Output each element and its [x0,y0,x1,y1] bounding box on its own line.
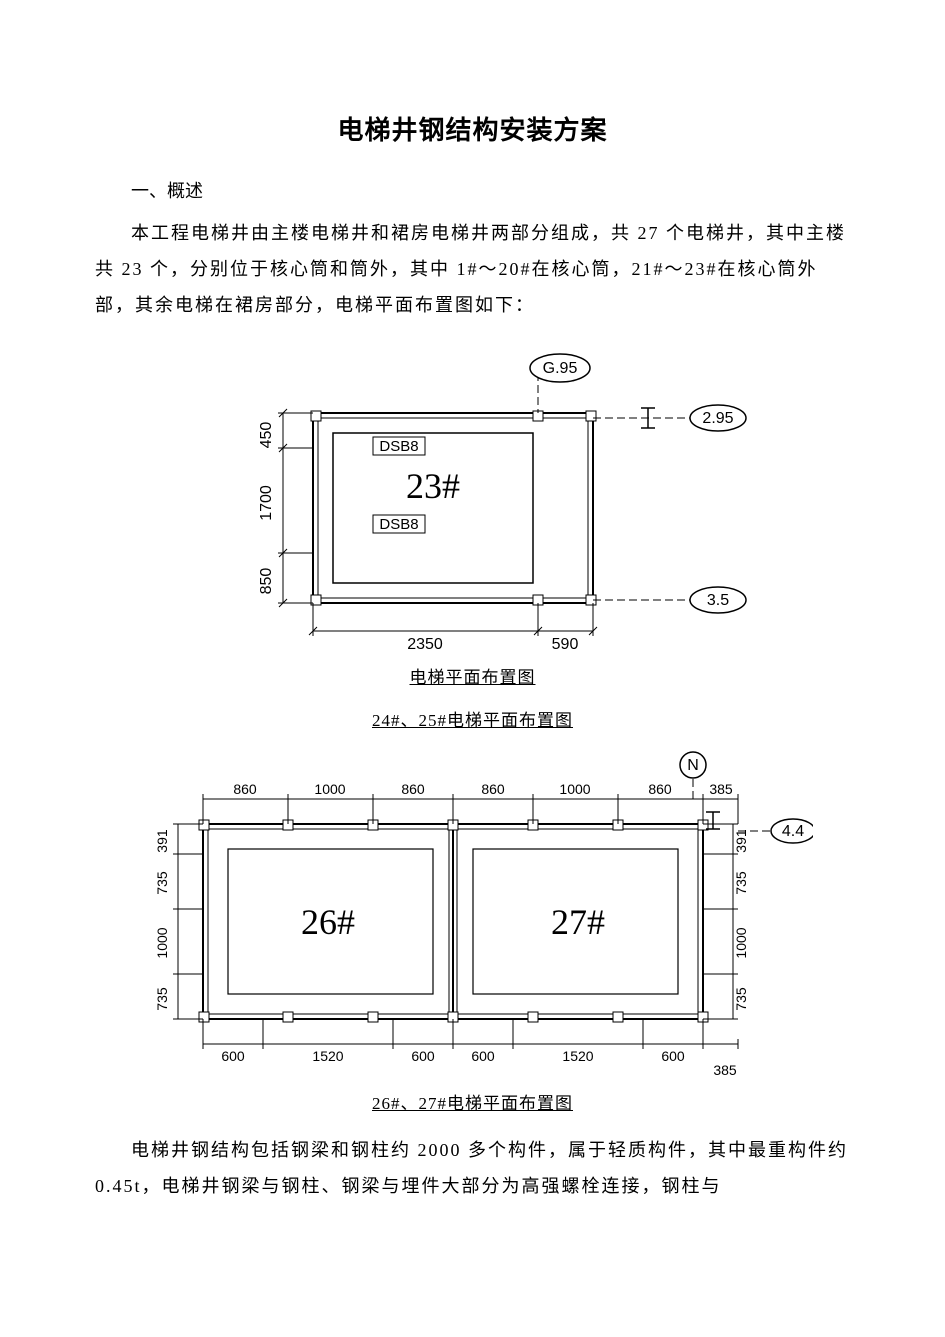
shaft-label-23: 23# [406,466,460,506]
page-title: 电梯井钢结构安装方案 [95,110,850,147]
dim-right: 735 [733,871,749,895]
grid-bubble: G.95 [542,360,577,377]
dim-top: 860 [401,781,425,797]
grid-bubble: 3.5 [706,592,728,609]
dim-left: 391 [154,829,170,853]
caption-1: 电梯平面布置图 [95,663,850,688]
dim-bottom: 600 [661,1048,685,1064]
dim-bottom: 1520 [562,1048,593,1064]
dim-right: 1000 [733,927,749,958]
caption-2: 24#、25#电梯平面布置图 [95,706,850,731]
caption-3: 26#、27#电梯平面布置图 [95,1089,850,1114]
dim-left-2: 1700 [258,485,275,521]
dim-left-1: 450 [258,422,275,449]
beam-label: DSB8 [379,438,418,455]
dim-top: 860 [481,781,505,797]
dim-bottom: 600 [471,1048,495,1064]
dim-bottom: 600 [411,1048,435,1064]
grid-bubble: 4.4 [781,823,803,840]
dim-top: 1000 [314,781,345,797]
dim-bottom: 600 [221,1048,245,1064]
dim-bottom: 1520 [312,1048,343,1064]
shaft-label-27: 27# [551,902,605,942]
dim-bottom-2: 590 [551,636,578,653]
diagram-1: DSB8 DSB8 23# 450 1700 850 [95,353,850,653]
diagram-2: 26# 27# 860 1000 860 860 1000 860 385 [95,749,850,1079]
section-heading-1: 一、概述 [131,177,850,203]
dim-top: 1000 [559,781,590,797]
beam-label: DSB8 [379,516,418,533]
dim-left: 1000 [154,927,170,958]
dim-bottom-1: 2350 [407,636,443,653]
dim-top: 860 [233,781,257,797]
dim-bottom: 385 [713,1062,737,1078]
dim-top: 860 [648,781,672,797]
dim-left: 735 [154,871,170,895]
dim-top: 385 [709,781,733,797]
grid-bubble: 2.95 [702,410,733,427]
dim-right: 391 [733,829,749,853]
shaft-label-26: 26# [301,902,355,942]
grid-bubble: N [687,757,699,774]
dim-right: 735 [733,987,749,1011]
dim-left: 735 [154,987,170,1011]
dim-left-3: 850 [258,568,275,595]
paragraph-1: 本工程电梯井由主楼电梯井和裙房电梯井两部分组成，共 27 个电梯井，其中主楼共 … [95,215,850,323]
paragraph-2: 电梯井钢结构包括钢梁和钢柱约 2000 多个构件，属于轻质构件，其中最重构件约 … [95,1132,850,1204]
